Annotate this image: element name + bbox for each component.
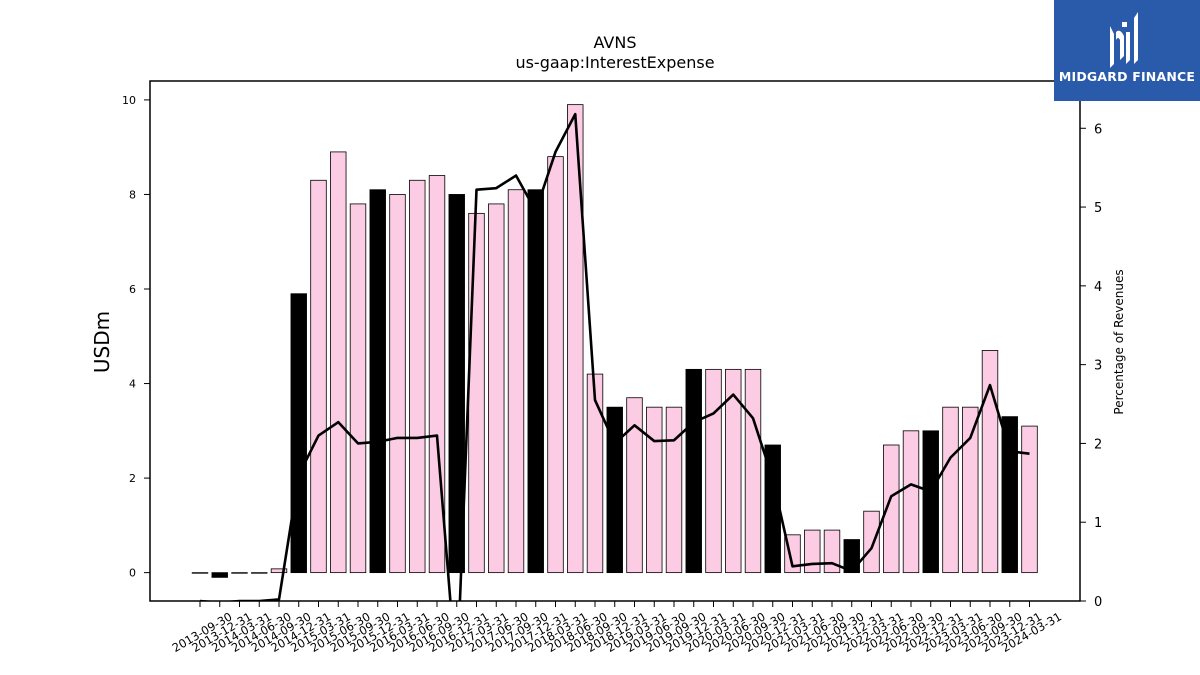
bar — [330, 151, 347, 574]
y2-axis-label: Percentage of Revenues — [1112, 269, 1126, 414]
bar — [606, 406, 623, 574]
bar — [349, 203, 367, 574]
y-tick-label: 0 — [129, 567, 136, 580]
bar — [902, 430, 920, 574]
y2-tick-label: 4 — [1094, 280, 1102, 295]
y-tick-label: 8 — [129, 188, 136, 201]
bar — [409, 179, 426, 574]
bar — [922, 430, 939, 574]
bar — [586, 373, 604, 574]
bar — [507, 189, 525, 574]
y-tick-label: 10 — [122, 94, 136, 107]
bar — [191, 572, 209, 574]
bar-group — [191, 104, 1038, 578]
bar — [804, 529, 821, 574]
bar — [369, 189, 386, 574]
bar — [310, 179, 327, 574]
chart-subtitle: us-gaap:InterestExpense — [515, 53, 714, 72]
y-axis-label: USDm — [90, 311, 114, 373]
line-group — [200, 112, 1030, 601]
bar — [843, 539, 860, 574]
percentage-line — [200, 112, 1030, 601]
brand-logo: MIDGARD FINANCE — [1054, 0, 1200, 101]
y2-tick-label: 5 — [1094, 201, 1102, 216]
chart-title: AVNS — [594, 33, 637, 52]
bar — [962, 406, 979, 574]
y-tick-label: 2 — [129, 472, 136, 485]
bar — [389, 194, 406, 574]
bar — [823, 529, 841, 574]
y2-tick-label: 1 — [1094, 516, 1102, 531]
bar — [211, 572, 228, 578]
bar — [705, 368, 722, 574]
bar — [468, 212, 485, 574]
bar — [981, 350, 999, 574]
bar — [488, 203, 505, 574]
bar — [665, 406, 683, 574]
bar — [290, 293, 307, 574]
bar — [547, 156, 564, 574]
bar — [883, 444, 900, 574]
y2-tick-label: 3 — [1094, 359, 1102, 374]
bar — [270, 568, 288, 574]
bar — [863, 510, 880, 574]
bar — [231, 572, 248, 574]
bar — [725, 368, 742, 574]
bar — [527, 189, 544, 574]
y2-tick-label: 2 — [1094, 437, 1102, 452]
bar — [1001, 416, 1018, 574]
y-tick-label: 6 — [129, 283, 136, 296]
bar — [1021, 425, 1038, 574]
bar — [251, 572, 268, 574]
y2-tick-label: 0 — [1094, 595, 1102, 610]
bar — [626, 397, 643, 574]
bar — [646, 406, 663, 574]
bar — [685, 368, 702, 574]
bar — [942, 406, 959, 574]
bar — [744, 368, 762, 574]
brand-name: MIDGARD FINANCE — [1058, 69, 1196, 84]
brand-logo-icon — [1110, 12, 1138, 68]
bar — [448, 194, 465, 574]
bar — [567, 104, 584, 574]
y2-tick-label: 6 — [1094, 122, 1102, 137]
y-tick-label: 4 — [129, 378, 136, 391]
